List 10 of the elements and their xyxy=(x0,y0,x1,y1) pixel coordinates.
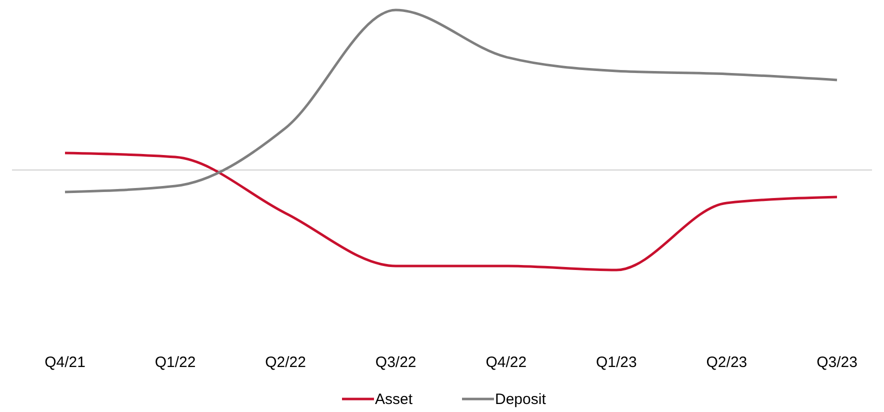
x-tick-label: Q4/21 xyxy=(44,354,86,371)
x-tick-label: Q4/22 xyxy=(486,354,527,371)
legend-label: Deposit xyxy=(495,391,547,408)
x-tick-label: Q1/22 xyxy=(154,354,196,371)
x-tick-label: Q3/22 xyxy=(375,354,416,371)
x-tick-label: Q3/23 xyxy=(816,354,858,371)
legend-label: Asset xyxy=(375,391,414,408)
x-tick-label: Q1/23 xyxy=(596,354,637,371)
x-tick-label: Q2/23 xyxy=(706,354,748,371)
x-tick-label: Q2/22 xyxy=(265,354,306,371)
